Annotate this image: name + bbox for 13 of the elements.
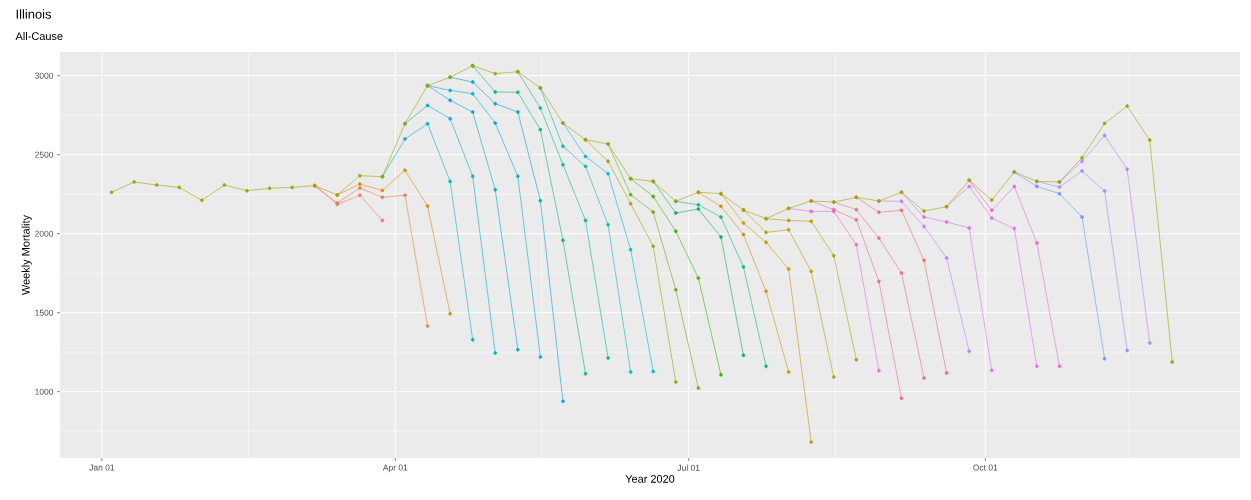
y-tick-label: 2000 [35, 230, 54, 237]
x-axis-title: Year 2020 [625, 475, 675, 483]
chart-title: Illinois [16, 9, 52, 19]
y-tick-label: 1500 [35, 309, 54, 316]
chart-subtitle: All-Cause [15, 31, 63, 41]
y-tick-label: 1000 [35, 388, 54, 395]
y-tick-label: 2500 [35, 151, 54, 158]
x-tick-label: Jan 01 [89, 464, 115, 471]
y-tick-label: 3000 [34, 72, 54, 79]
x-tick-label: Oct 01 [973, 464, 998, 471]
x-tick-label: Jul 01 [677, 464, 700, 471]
x-tick-label: Apr 01 [382, 464, 408, 473]
y-axis-title: Weekly Mortality [21, 214, 32, 296]
